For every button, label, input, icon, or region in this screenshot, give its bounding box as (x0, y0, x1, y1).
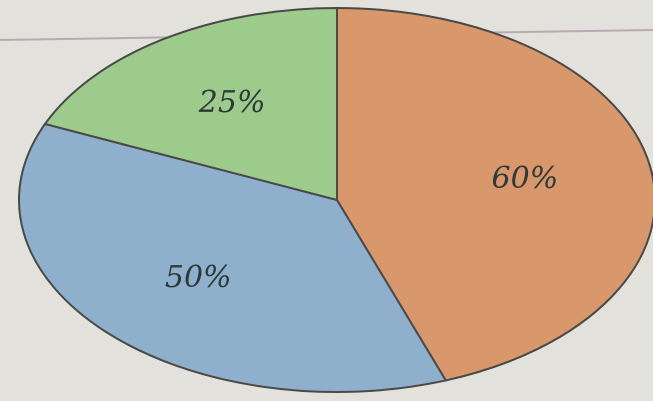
slice-label: 60% (492, 161, 559, 196)
pie-slice (43, 6, 338, 202)
slice-label: 25% (198, 85, 266, 120)
pie-slice (18, 122, 448, 393)
pie-slice (336, 6, 653, 382)
slice-label: 50% (165, 260, 232, 295)
